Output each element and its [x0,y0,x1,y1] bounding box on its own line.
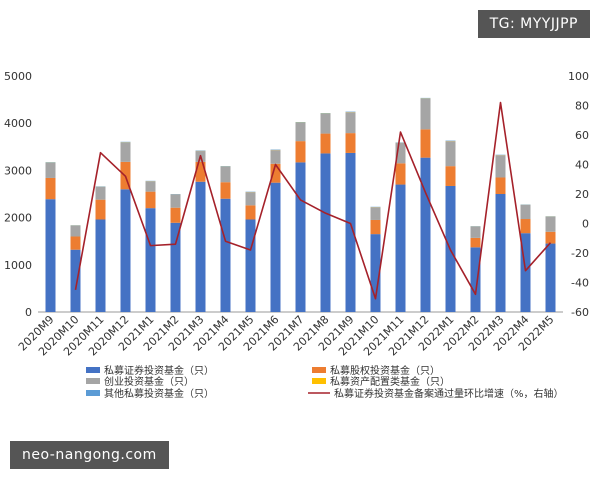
bar [270,182,281,312]
bar [45,162,56,178]
y2-tick-label: 60 [575,129,589,142]
bar [270,150,281,164]
y2-tick-label: 80 [575,100,589,113]
axes: 0 1000 2000 3000 4000 5000 -60 -40 -20 0 20 40 60 80 1… [4,70,589,319]
bars [45,97,556,312]
growth-line [74,101,552,300]
bar [495,194,506,312]
bar [445,166,456,186]
legend-swatch [86,367,100,373]
y-tick-label: 0 [25,306,32,319]
legend-label: 其他私募投资基金（只） [104,387,214,400]
y2-tick-label: -20 [571,247,589,260]
bar [445,141,456,167]
bar [145,208,156,312]
growth-line-path [74,101,552,300]
bar [420,157,431,312]
bar [220,182,231,199]
y-tick-label: 4000 [4,117,32,130]
bar [370,207,381,220]
bar [95,186,106,200]
y2-tick-label: 40 [575,159,589,172]
bar [470,247,481,312]
bar [545,243,556,312]
bar [545,216,556,232]
bar [545,231,556,244]
bar [220,166,231,183]
bar [170,207,181,223]
bar [420,98,431,130]
bar [370,234,381,312]
legend-label: 私募证券投资基金（只） [104,364,214,377]
bar [420,129,431,158]
bar [370,219,381,235]
bar [345,112,356,134]
bar [345,133,356,153]
bar [95,199,106,220]
watermark-top-right: TG: MYYJJPP [477,10,590,38]
bar [245,219,256,312]
bar [145,181,156,192]
bar [495,177,506,194]
bar [270,163,281,183]
bar [245,192,256,206]
bar [320,113,331,134]
bar [495,155,506,178]
bar [395,143,406,164]
bar [320,153,331,312]
bar [520,204,531,220]
bar [295,141,306,163]
legend-label: 私募证券投资基金备案通过量环比增速（%，右轴） [334,387,564,400]
x-tick-labels: 2020M92020M102020M112020M122021M12021M22… [16,313,557,359]
bar [145,191,156,209]
legend-swatch [312,367,326,373]
y2-tick-label: -40 [571,277,589,290]
bar [170,222,181,312]
y2-tick-label: 0 [582,218,589,231]
bar [45,177,56,200]
bar [220,198,231,312]
bar [45,199,56,312]
bar [120,142,131,162]
y-tick-label: 2000 [4,212,32,225]
bar [195,161,206,182]
y2-tick-label: 100 [568,70,589,83]
bar [520,219,531,234]
bar [170,194,181,208]
y-tick-label: 3000 [4,164,32,177]
legend-label: 私募资产配置类基金（只） [330,375,450,388]
bar [120,189,131,312]
bar [470,226,481,238]
y-tick-label: 1000 [4,259,32,272]
bar [345,152,356,312]
bar [245,205,256,220]
bar [395,163,406,185]
legend-swatch [86,378,100,384]
bar [520,233,531,312]
bar [70,225,81,237]
bar [70,236,81,250]
watermark-bottom-left: neo-nangong.com [10,441,169,469]
bar [195,181,206,312]
bar [95,219,106,312]
bar [395,184,406,312]
y2-tick-label: 20 [575,188,589,201]
bar [70,249,81,312]
legend-swatch [86,390,100,396]
bar [295,122,306,142]
legend-label: 创业投资基金（只） [104,375,194,388]
bar [470,237,481,248]
bar [320,133,331,154]
legend: 私募证券投资基金（只） 私募股权投资基金（只） 创业投资基金（只） 私募资产配置类基金… [86,364,564,400]
bar [295,162,306,312]
y2-tick-label: -60 [571,306,589,319]
y-tick-label: 5000 [4,70,32,83]
legend-label: 私募股权投资基金（只） [330,364,440,377]
legend-swatch [312,378,326,384]
